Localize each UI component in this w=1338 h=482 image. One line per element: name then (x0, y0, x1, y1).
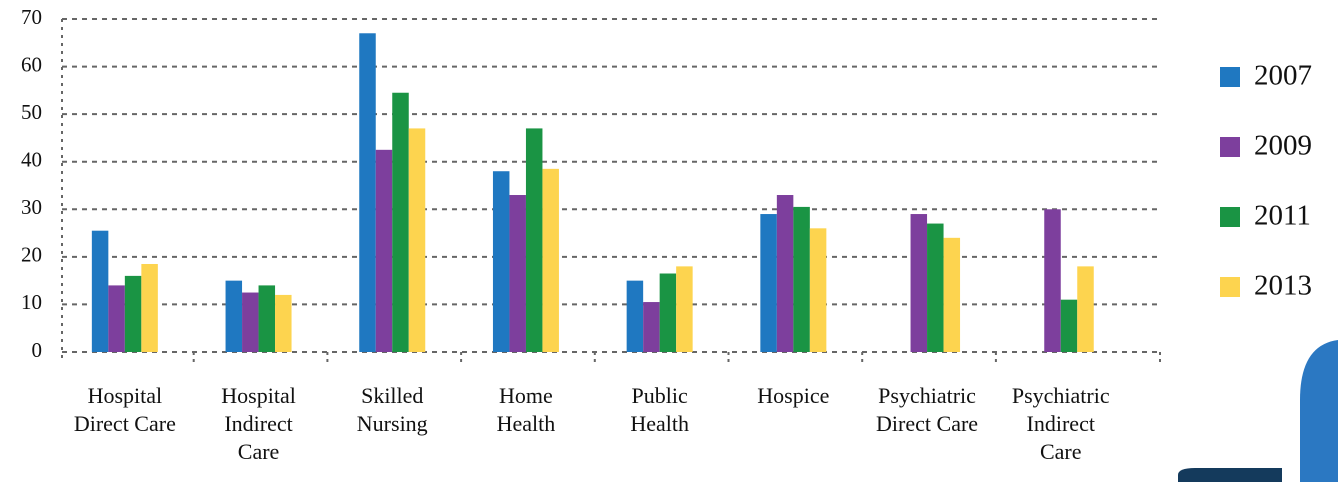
x-tick-label: Hospice (757, 383, 830, 408)
x-tick-label: Psychiatric Indirect Care (1011, 383, 1110, 464)
bar (910, 214, 928, 352)
bar (943, 237, 961, 352)
bar (1044, 209, 1061, 352)
bar (542, 168, 559, 352)
bar (225, 280, 243, 352)
x-tick-label: Home Health (496, 383, 556, 436)
bar (375, 149, 393, 352)
bar (108, 285, 125, 352)
x-tick-label: Psychiatric Direct Care (876, 383, 979, 436)
legend-label: 2009 (1254, 130, 1312, 162)
bar (258, 285, 276, 352)
bar (793, 206, 810, 352)
bar (509, 195, 526, 352)
y-tick-label: 20 (21, 243, 42, 267)
y-tick-label: 30 (21, 195, 42, 219)
bar (275, 294, 292, 352)
bar (760, 214, 777, 352)
bar (392, 92, 409, 352)
y-tick-label: 10 (21, 290, 42, 314)
bar (1060, 299, 1078, 352)
bar (91, 230, 109, 352)
legend-label: 2011 (1254, 200, 1311, 232)
bar (659, 273, 677, 352)
bar (676, 266, 693, 352)
bar (242, 292, 259, 352)
legend-swatch (1220, 207, 1240, 227)
y-tick-label: 0 (32, 338, 43, 362)
bar (359, 33, 376, 353)
bar (492, 171, 510, 352)
bar (124, 275, 142, 352)
legend-swatch (1220, 137, 1240, 157)
decor-shape (1300, 340, 1338, 482)
bar (643, 302, 660, 352)
bar (408, 128, 426, 352)
bar (927, 223, 944, 352)
x-tick-label: Hospital Direct Care (73, 383, 176, 436)
y-tick-label: 70 (21, 5, 42, 29)
y-tick-label: 50 (21, 100, 42, 124)
bar (809, 228, 827, 352)
bar (525, 128, 543, 352)
x-tick-label: Skilled Nursing (356, 383, 428, 436)
x-tick-label: Public Health (630, 383, 689, 436)
bar (1077, 266, 1094, 352)
y-tick-label: 40 (21, 148, 42, 172)
y-tick-label: 60 (21, 52, 42, 76)
bar (141, 263, 158, 352)
legend-label: 2013 (1254, 270, 1312, 302)
legend-swatch (1220, 277, 1240, 297)
legend-swatch (1220, 67, 1240, 87)
decor-shape (1178, 468, 1282, 482)
legend-label: 2007 (1254, 60, 1312, 92)
bar (626, 280, 644, 352)
bar (776, 195, 794, 352)
x-tick-label: Hospital Indirect Care (221, 383, 296, 464)
